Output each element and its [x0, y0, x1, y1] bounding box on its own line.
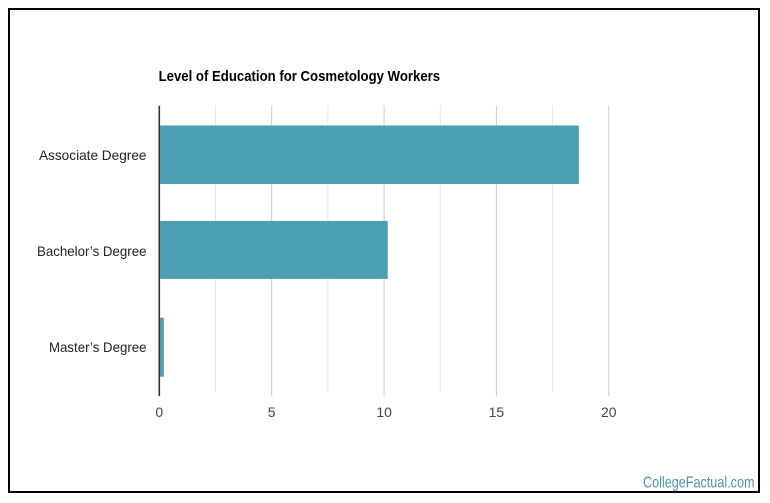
svg-text:20: 20 [601, 404, 617, 420]
svg-text:5: 5 [268, 404, 276, 420]
svg-text:0: 0 [155, 404, 163, 420]
svg-text:Associate Degree: Associate Degree [39, 147, 147, 163]
svg-text:CollegeFactual.com: CollegeFactual.com [643, 474, 754, 491]
svg-text:Master’s Degree: Master’s Degree [49, 339, 147, 355]
svg-text:15: 15 [489, 404, 505, 420]
svg-text:Bachelor’s Degree: Bachelor’s Degree [37, 242, 147, 258]
svg-text:10: 10 [376, 404, 392, 420]
svg-text:Level of Education for Cosmeto: Level of Education for Cosmetology Worke… [159, 68, 440, 85]
